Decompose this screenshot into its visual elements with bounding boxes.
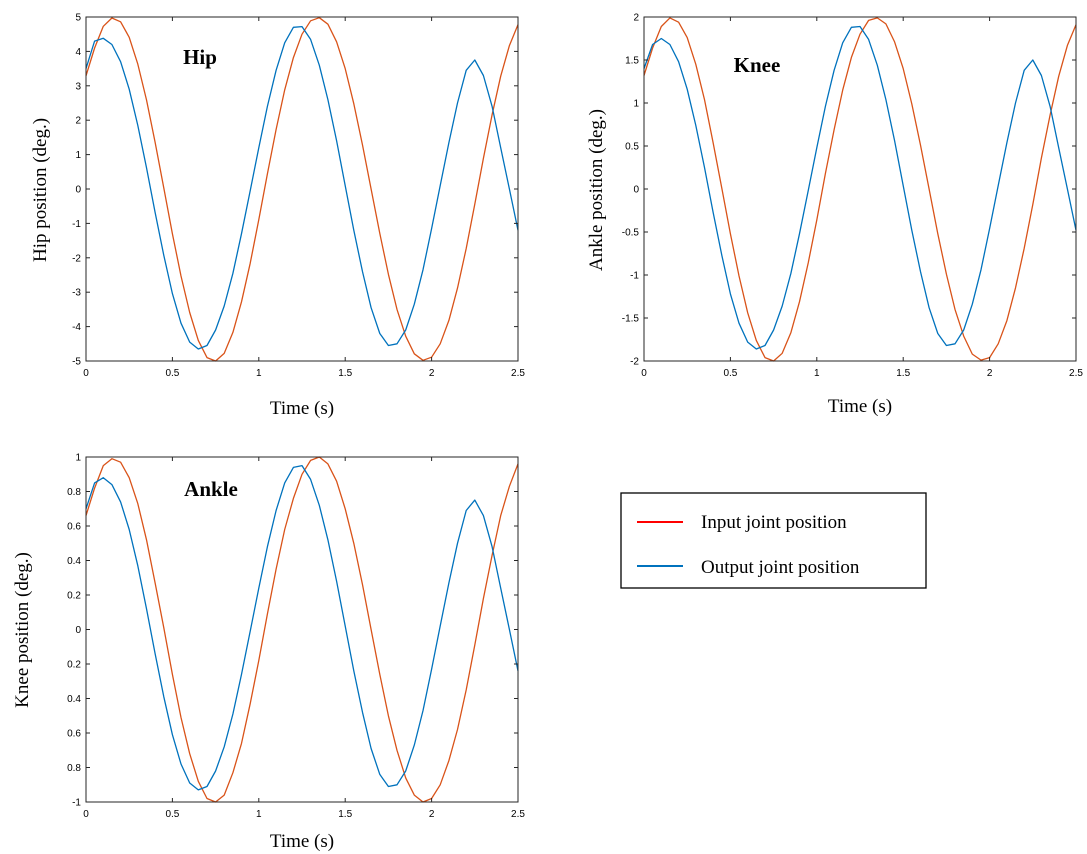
y-tick-label: 0.4 — [67, 694, 81, 705]
input-series-line — [85, 17, 519, 362]
y-tick-label: -1 — [72, 219, 81, 230]
y-tick-label: -3 — [72, 288, 81, 299]
y-tick-label: -2 — [72, 253, 81, 264]
y-tick-label: 5 — [75, 13, 81, 24]
y-axis-label: Ankle position (deg.) — [586, 109, 607, 271]
x-tick-label: 2.5 — [511, 809, 525, 820]
y-tick-label: 0.5 — [625, 142, 639, 153]
chart-title: Hip — [183, 45, 217, 69]
x-tick-label: 0 — [83, 368, 89, 379]
x-tick-label: 1.5 — [896, 368, 910, 379]
x-tick-label: 0 — [83, 809, 89, 820]
x-axis-label: Time (s) — [270, 398, 334, 419]
y-tick-label: 0.8 — [67, 763, 81, 774]
legend-label-output: Output joint position — [701, 557, 860, 578]
y-tick-label: 1 — [75, 150, 81, 161]
y-tick-label: 4 — [75, 47, 81, 58]
x-tick-label: 1 — [256, 368, 262, 379]
chart-title: Ankle — [184, 477, 238, 501]
y-tick-label: 0 — [633, 185, 639, 196]
knee-chart: Knee Time (s) Ankle position (deg.) 0 0.5… — [586, 13, 1083, 418]
x-tick-label: 0.5 — [165, 809, 179, 820]
y-tick-label: -1.5 — [622, 314, 640, 325]
y-tick-label: 0.8 — [67, 487, 81, 498]
ankle-chart: Ankle Time (s) Knee position (deg.) 0 0.5… — [12, 453, 525, 853]
y-tick-label: 1 — [75, 453, 81, 464]
hip-chart: Hip Time (s) Hip position (deg.) 0 0.5 1 1.… — [30, 13, 525, 420]
x-tick-label: 1 — [256, 809, 262, 820]
x-tick-label: 1 — [814, 368, 820, 379]
y-tick-label: 0.6 — [67, 522, 81, 533]
y-tick-label: -1 — [72, 798, 81, 809]
x-axis-label: Time (s) — [270, 831, 334, 852]
y-tick-label: -4 — [72, 322, 81, 333]
x-tick-label: 1.5 — [338, 368, 352, 379]
input-series-line — [85, 456, 519, 803]
x-tick-label: 0.5 — [723, 368, 737, 379]
y-tick-label: -0.5 — [622, 228, 640, 239]
input-series-line — [643, 17, 1077, 362]
x-tick-label: 2 — [987, 368, 993, 379]
output-series-line — [85, 25, 519, 350]
legend-box — [620, 492, 927, 589]
y-tick-label: 0.4 — [67, 556, 81, 567]
legend: Input joint position Output joint positi… — [620, 492, 927, 589]
y-tick-label: 3 — [75, 81, 81, 92]
y-tick-label: 1.5 — [625, 56, 639, 67]
y-tick-label: 2 — [75, 116, 81, 127]
y-axis-label: Hip position (deg.) — [30, 118, 51, 262]
y-tick-label: 2 — [633, 13, 639, 24]
y-tick-label: 0.2 — [67, 660, 81, 671]
x-tick-label: 2.5 — [511, 368, 525, 379]
y-tick-label: 0.6 — [67, 729, 81, 740]
output-series-line — [643, 25, 1077, 350]
y-tick-label: -1 — [630, 271, 639, 282]
y-tick-label: 0.2 — [67, 591, 81, 602]
x-tick-label: 1.5 — [338, 809, 352, 820]
y-axis-label: Knee position (deg.) — [12, 552, 33, 708]
y-tick-label: -5 — [72, 357, 81, 368]
x-tick-label: 2 — [429, 368, 435, 379]
chart-title: Knee — [734, 53, 781, 77]
x-tick-label: 0 — [641, 368, 647, 379]
legend-label-input: Input joint position — [701, 512, 847, 533]
x-tick-label: 0.5 — [165, 368, 179, 379]
y-tick-label: 0 — [75, 625, 81, 636]
y-tick-label: 1 — [633, 99, 639, 110]
x-tick-label: 2 — [429, 809, 435, 820]
y-tick-label: -2 — [630, 357, 639, 368]
output-series-line — [85, 464, 519, 791]
y-tick-label: 0 — [75, 185, 81, 196]
x-tick-label: 2.5 — [1069, 368, 1083, 379]
x-axis-label: Time (s) — [828, 396, 892, 417]
